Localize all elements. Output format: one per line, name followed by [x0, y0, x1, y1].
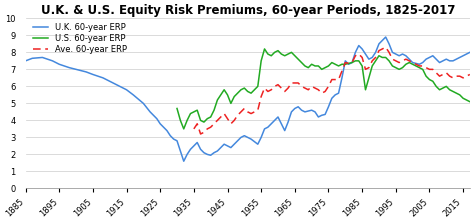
U.S. 60-year ERP [326, 65, 331, 67]
Line: U.S. 60-year ERP: U.S. 60-year ERP [177, 49, 470, 129]
U.S. 60-year ERP [410, 63, 415, 66]
Ave. 60-year ERP [191, 128, 197, 130]
Ave. 60-year ERP [235, 114, 240, 117]
Ave. 60-year ERP [467, 73, 473, 76]
U.S. 60-year ERP [181, 128, 187, 130]
Ave. 60-year ERP [198, 133, 203, 135]
U.S. 60-year ERP [258, 60, 264, 62]
U.S. 60-year ERP [262, 47, 267, 50]
Ave. 60-year ERP [252, 111, 257, 113]
U.S. 60-year ERP [467, 100, 473, 103]
U.S. 60-year ERP [184, 119, 190, 122]
U.K. 60-year ERP [383, 36, 389, 38]
U.K. 60-year ERP [53, 61, 59, 64]
U.K. 60-year ERP [319, 114, 325, 117]
Ave. 60-year ERP [359, 56, 365, 59]
Line: Ave. 60-year ERP: Ave. 60-year ERP [194, 47, 470, 134]
U.S. 60-year ERP [174, 107, 180, 110]
U.S. 60-year ERP [265, 53, 271, 55]
Ave. 60-year ERP [396, 61, 402, 64]
Ave. 60-year ERP [383, 46, 389, 49]
U.K. 60-year ERP [305, 110, 311, 112]
U.K. 60-year ERP [457, 56, 463, 59]
U.K. 60-year ERP [447, 60, 453, 62]
Line: U.K. 60-year ERP: U.K. 60-year ERP [26, 37, 470, 161]
U.K. 60-year ERP [467, 51, 473, 54]
Ave. 60-year ERP [413, 63, 419, 66]
Legend: U.K. 60-year ERP, U.S. 60-year ERP, Ave. 60-year ERP: U.K. 60-year ERP, U.S. 60-year ERP, Ave.… [32, 22, 128, 55]
U.K. 60-year ERP [23, 60, 28, 62]
U.K. 60-year ERP [181, 160, 187, 163]
Ave. 60-year ERP [211, 122, 217, 125]
U.K. 60-year ERP [332, 93, 338, 96]
Title: U.K. & U.S. Equity Risk Premiums, 60-year Periods, 1825-2017: U.K. & U.S. Equity Risk Premiums, 60-yea… [40, 4, 455, 17]
U.S. 60-year ERP [353, 60, 358, 62]
